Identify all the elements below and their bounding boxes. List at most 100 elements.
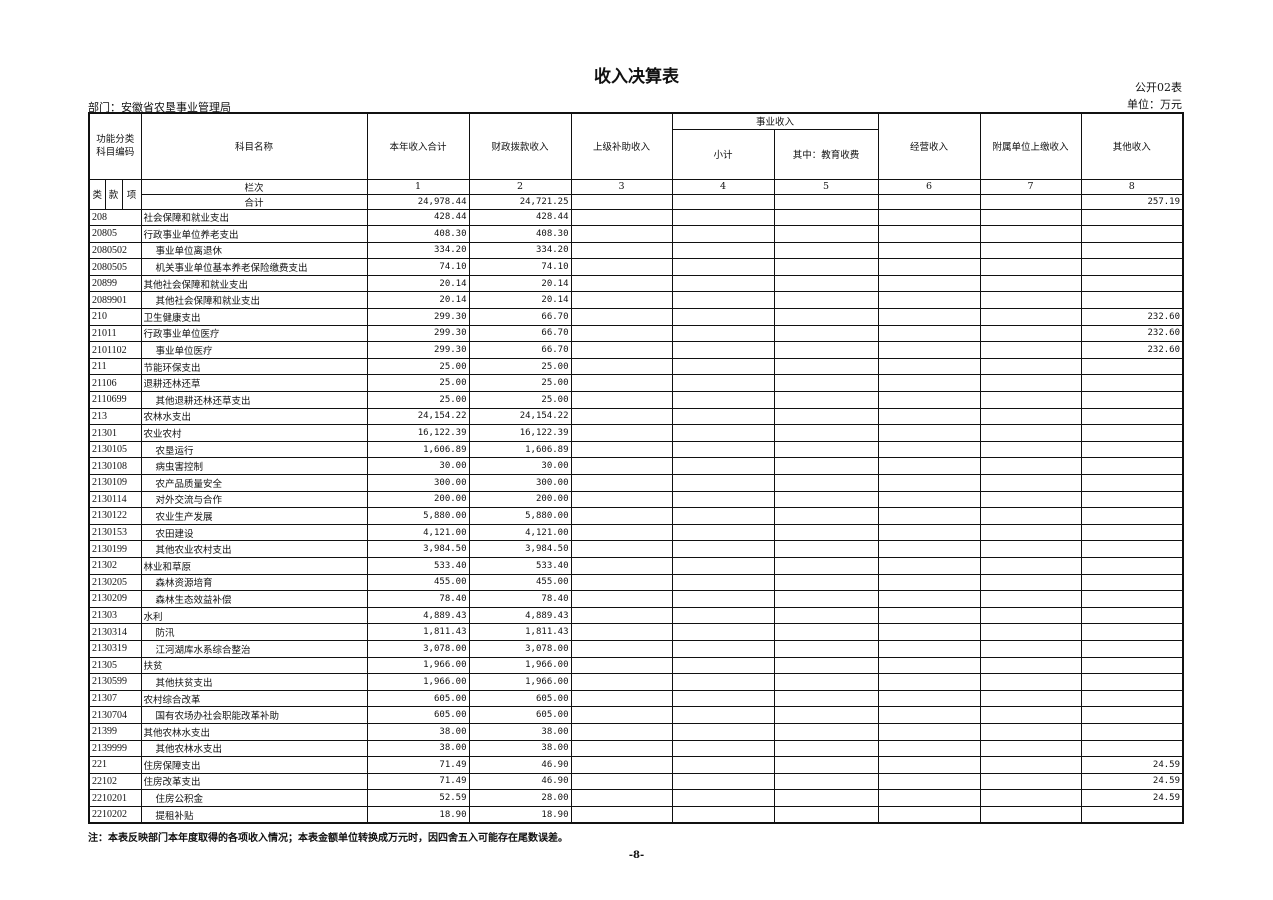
row-value: 71.49 <box>366 772 470 791</box>
row-value <box>671 357 775 376</box>
row-value <box>877 805 981 824</box>
row-value <box>877 639 981 658</box>
row-value: 66.70 <box>468 308 572 326</box>
row-name: 对外交流与合作 <box>140 490 368 509</box>
row-value <box>877 374 981 393</box>
row-value <box>570 756 673 774</box>
row-value <box>773 324 879 343</box>
row-name: 农业农村 <box>140 424 368 442</box>
row-value <box>1080 241 1184 260</box>
row-value <box>1080 374 1184 393</box>
row-value: 20.14 <box>366 291 470 310</box>
row-value <box>877 722 981 741</box>
row-value: 46.90 <box>468 772 572 791</box>
row-value <box>773 540 879 558</box>
row-value <box>1080 722 1184 741</box>
table-row: 21305 扶贫 1,966.00 1,966.00 <box>88 656 1184 675</box>
row-value <box>773 241 879 260</box>
row-value <box>979 606 1082 625</box>
row-value <box>671 673 775 691</box>
column-index: 4 <box>671 178 775 195</box>
row-value <box>773 490 879 509</box>
row-name: 农业生产发展 <box>140 507 368 525</box>
row-value: 299.30 <box>366 341 470 359</box>
row-value: 25.00 <box>468 391 572 409</box>
row-value <box>570 706 673 724</box>
table-row: 21011 行政事业单位医疗 299.30 66.70 232.60 <box>88 324 1184 343</box>
row-name: 机关事业单位基本养老保险缴费支出 <box>140 258 368 276</box>
row-value <box>570 474 673 492</box>
total-value: 24,721.25 <box>468 193 572 210</box>
row-value <box>773 689 879 708</box>
row-name: 其他社会保障和就业支出 <box>140 274 368 293</box>
row-value <box>773 225 879 243</box>
row-value <box>1080 540 1184 558</box>
row-value <box>1080 639 1184 658</box>
row-value <box>773 391 879 409</box>
total-value: 24,978.44 <box>366 193 470 210</box>
row-value <box>671 706 775 724</box>
header-class: 类 <box>88 178 106 210</box>
header-business-education: 其中：教育收费 <box>773 128 879 180</box>
row-value <box>773 590 879 608</box>
row-value <box>1080 556 1184 575</box>
row-value: 20.14 <box>366 274 470 293</box>
header-fiscal: 财政拨款收入 <box>468 112 572 180</box>
row-value <box>773 258 879 276</box>
row-value: 1,966.00 <box>366 656 470 675</box>
row-value <box>979 308 1082 326</box>
row-value: 299.30 <box>366 324 470 343</box>
table-row: 2080502 事业单位离退休 334.20 334.20 <box>88 241 1184 260</box>
row-value: 71.49 <box>366 756 470 774</box>
row-value <box>979 590 1082 608</box>
row-value <box>570 208 673 227</box>
page-title: 收入决算表 <box>594 67 679 87</box>
table-row: 20805 行政事业单位养老支出 408.30 408.30 <box>88 225 1184 243</box>
row-value <box>773 789 879 807</box>
row-value: 428.44 <box>468 208 572 227</box>
row-name: 事业单位医疗 <box>140 341 368 359</box>
row-value: 1,811.43 <box>468 623 572 641</box>
row-code: 2130704 <box>88 706 142 724</box>
row-value <box>773 357 879 376</box>
row-value <box>979 225 1082 243</box>
row-value <box>877 291 981 310</box>
header-total: 本年收入合计 <box>366 112 470 180</box>
row-value: 52.59 <box>366 789 470 807</box>
row-code: 2210202 <box>88 805 142 824</box>
row-value: 334.20 <box>366 241 470 260</box>
row-value <box>671 407 775 426</box>
row-value <box>979 540 1082 558</box>
row-value <box>979 573 1082 592</box>
table-row: 21399 其他农林水支出 38.00 38.00 <box>88 722 1184 741</box>
row-value <box>1080 606 1184 625</box>
row-value <box>773 706 879 724</box>
table-row: 2130704 国有农场办社会职能改革补助 605.00 605.00 <box>88 706 1184 724</box>
row-code: 2080502 <box>88 241 142 260</box>
row-value: 428.44 <box>366 208 470 227</box>
row-value <box>1080 706 1184 724</box>
row-value <box>1080 474 1184 492</box>
row-value <box>570 391 673 409</box>
row-value <box>1080 689 1184 708</box>
row-value: 1,966.00 <box>366 673 470 691</box>
row-value <box>979 374 1082 393</box>
row-value <box>979 341 1082 359</box>
row-value <box>979 772 1082 791</box>
table-row: 21307 农村综合改革 605.00 605.00 <box>88 689 1184 708</box>
row-value: 300.00 <box>366 474 470 492</box>
row-value <box>671 639 775 658</box>
row-value <box>570 789 673 807</box>
header-item: 项 <box>121 178 142 210</box>
row-value: 1,966.00 <box>468 656 572 675</box>
row-value <box>877 756 981 774</box>
row-value: 232.60 <box>1080 308 1184 326</box>
table-row: 2089901 其他社会保障和就业支出 20.14 20.14 <box>88 291 1184 310</box>
column-index: 6 <box>877 178 981 195</box>
row-value <box>1080 739 1184 758</box>
row-value <box>671 656 775 675</box>
row-value <box>773 308 879 326</box>
row-value: 3,078.00 <box>468 639 572 658</box>
row-value <box>877 357 981 376</box>
table-row: 21303 水利 4,889.43 4,889.43 <box>88 606 1184 625</box>
